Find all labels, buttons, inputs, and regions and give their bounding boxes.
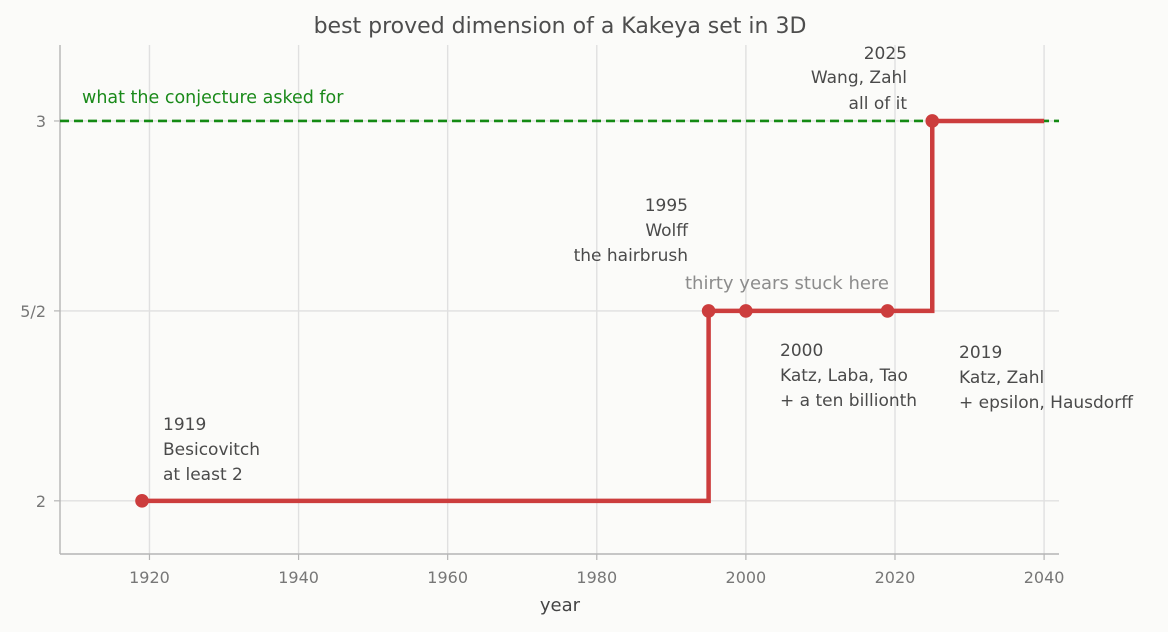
annotation-2000-line1: Katz, Laba, Tao <box>780 366 908 386</box>
annotation-2025-line1: Wang, Zahl <box>811 68 907 88</box>
x-tick-label-1960: 1960 <box>427 568 468 587</box>
annotation-2000-year: 2000 <box>780 341 823 361</box>
x-axis-title: year <box>540 595 581 616</box>
chart-title: best proved dimension of a Kakeya set in… <box>314 14 807 39</box>
marker-2000 <box>739 304 753 318</box>
annotation-2019-line1: Katz, Zahl <box>959 368 1044 388</box>
x-tick-label-1940: 1940 <box>278 568 319 587</box>
annotation-1919-year: 1919 <box>163 415 206 435</box>
x-tick-label-2020: 2020 <box>875 568 916 587</box>
x-tick-label-2000: 2000 <box>726 568 767 587</box>
x-tick-label-1920: 1920 <box>129 568 170 587</box>
markers-group <box>135 114 940 508</box>
annotation-1919-line1: Besicovitch <box>163 440 260 460</box>
series-group <box>142 118 1045 504</box>
annotation-2019-year: 2019 <box>959 343 1002 363</box>
annotation-2019-line2: + epsilon, Hausdorff <box>959 393 1134 413</box>
x-tick-label-2040: 2040 <box>1024 568 1065 587</box>
annotation-1995-line2: the hairbrush <box>574 246 688 266</box>
marker-2019 <box>880 304 895 318</box>
annotation-1919-line2: at least 2 <box>163 465 243 485</box>
y-tick-label-2: 2 <box>36 492 46 511</box>
marker-1995 <box>701 304 716 318</box>
annotation-1995-line1: Wolff <box>645 221 689 241</box>
x-tick-label-1980: 1980 <box>576 568 617 587</box>
annotation-2000-line2: + a ten billionth <box>780 391 917 411</box>
marker-2025 <box>925 114 940 128</box>
y-tick-label-3: 3 <box>36 112 46 131</box>
annotation-2025-year: 2025 <box>864 44 907 64</box>
plateau-label: thirty years stuck here <box>685 273 889 294</box>
step-line-series <box>142 118 1045 504</box>
reference-line-label: what the conjecture asked for <box>82 88 344 108</box>
tick-labels: 1920 1940 1960 1980 2000 2020 2040 2 5/2 3 <box>20 112 1064 587</box>
annotation-1995-year: 1995 <box>645 196 688 216</box>
axes <box>59 45 1059 555</box>
y-tick-label-5-2: 5/2 <box>20 302 46 321</box>
annotation-2025-line2: all of it <box>849 94 908 114</box>
marker-1919 <box>135 494 149 508</box>
